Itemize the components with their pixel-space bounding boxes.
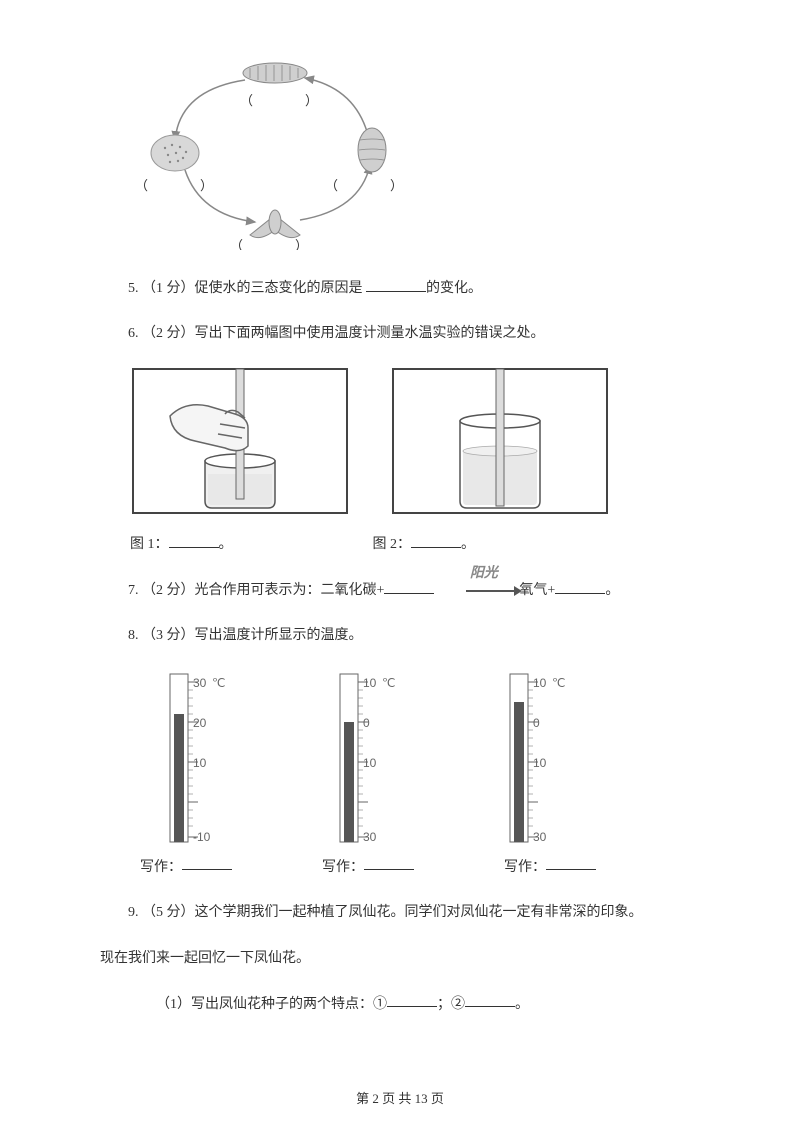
q5-blank[interactable]: [366, 275, 426, 292]
q6-fig2-period: 。: [461, 537, 475, 552]
q9-line2: 现在我们来一起回忆一下凤仙花。: [100, 951, 310, 966]
question-9-line2: 现在我们来一起回忆一下凤仙花。: [100, 946, 700, 971]
q9-sub1-blank1[interactable]: [387, 991, 437, 1008]
thermometer-1: 30℃ 20 10 -10: [140, 669, 250, 844]
footer-text: 第 2 页 共 13 页: [356, 1091, 444, 1106]
svg-text:0: 0: [363, 716, 370, 730]
q8-write-1: 写作：: [140, 854, 232, 876]
svg-text:10: 10: [533, 756, 547, 770]
svg-text:℃: ℃: [552, 676, 565, 690]
q9-sub1-blank2[interactable]: [465, 991, 515, 1008]
question-5: 5. （1 分）促使水的三态变化的原因是 的变化。: [100, 275, 700, 301]
question-7: 7. （2 分）光合作用可表示为：二氧化碳+ 阳光 氧气+。: [100, 577, 700, 603]
q5-prefix: 5. （1 分）促使水的三态变化的原因是: [128, 281, 366, 296]
q8-write-labels: 写作： 写作： 写作：: [140, 854, 700, 876]
q8-blank-1[interactable]: [182, 854, 232, 871]
q9-sub1-mid: ；②: [437, 996, 465, 1011]
q6-figure-2: [390, 366, 610, 516]
q6-figures: [130, 366, 700, 516]
q6-fig1-label-row: 图 1： 。: [130, 531, 233, 557]
q6-figure-labels: 图 1： 。 图 2： 。: [130, 531, 700, 557]
sunlight-label: 阳光: [442, 560, 510, 585]
question-9-line1: 9. （5 分）这个学期我们一起种植了凤仙花。同学们对凤仙花一定有非常深的印象。: [100, 900, 700, 925]
q5-suffix: 的变化。: [426, 281, 482, 296]
q7-mid: 氧气+: [519, 583, 555, 598]
q8-write-2: 写作：: [322, 854, 414, 876]
svg-text:（ ）: （ ）: [240, 93, 318, 108]
svg-text:20: 20: [193, 716, 207, 730]
q9-line1: 9. （5 分）这个学期我们一起种植了凤仙花。同学们对凤仙花一定有非常深的印象。: [128, 905, 643, 920]
write-label-1: 写作：: [140, 859, 182, 874]
svg-text:10: 10: [363, 756, 377, 770]
q8-blank-2[interactable]: [364, 854, 414, 871]
q6-fig2-label-row: 图 2： 。: [373, 531, 476, 557]
q6-fig2-blank[interactable]: [411, 531, 461, 548]
thermometer-2: 10℃ 0 10 30: [310, 669, 420, 844]
q7-period: 。: [605, 583, 619, 598]
q8-text: 8. （3 分）写出温度计所显示的温度。: [128, 628, 363, 643]
svg-text:℃: ℃: [212, 676, 225, 690]
svg-text:（ ）: （ ）: [230, 238, 308, 250]
svg-text:10: 10: [193, 756, 207, 770]
q6-text: 6. （2 分）写出下面两幅图中使用温度计测量水温实验的错误之处。: [128, 326, 545, 341]
svg-text:30: 30: [193, 676, 207, 690]
q6-fig1-period: 。: [219, 537, 233, 552]
svg-text:10: 10: [533, 676, 547, 690]
q8-write-3: 写作：: [504, 854, 596, 876]
q9-sub1-prefix: （1）写出凤仙花种子的两个特点：①: [156, 996, 387, 1011]
q9-sub1: （1）写出凤仙花种子的两个特点：① ；② 。: [128, 991, 700, 1017]
q7-prefix: 7. （2 分）光合作用可表示为：二氧化碳+: [128, 583, 384, 598]
thermometer-3: 10℃ 0 10 30: [480, 669, 590, 844]
q7-blank2[interactable]: [555, 577, 605, 594]
svg-text:0: 0: [533, 716, 540, 730]
q8-blank-3[interactable]: [546, 854, 596, 871]
svg-text:（ ）: （ ）: [135, 178, 213, 193]
write-label-2: 写作：: [322, 859, 364, 874]
page-footer: 第 2 页 共 13 页: [0, 1088, 800, 1107]
q6-fig2-label: 图 2：: [373, 537, 412, 552]
lifecycle-svg: （ ） （ ） （ ） （ ）: [130, 50, 420, 250]
q6-fig1-blank[interactable]: [169, 531, 219, 548]
q8-thermometers: 30℃ 20 10 -10 10℃ 0 10 30: [140, 669, 700, 844]
lifecycle-diagram: （ ） （ ） （ ） （ ）: [130, 50, 420, 250]
question-6: 6. （2 分）写出下面两幅图中使用温度计测量水温实验的错误之处。: [100, 321, 700, 346]
write-label-3: 写作：: [504, 859, 546, 874]
q6-fig1-label: 图 1：: [130, 537, 169, 552]
svg-text:℃: ℃: [382, 676, 395, 690]
q6-figure-1: [130, 366, 350, 516]
question-8: 8. （3 分）写出温度计所显示的温度。: [100, 623, 700, 648]
sunlight-arrow-icon: [466, 590, 516, 592]
q9-sub1-suffix: 。: [515, 996, 529, 1011]
svg-text:（ ）: （ ）: [325, 178, 403, 193]
q7-blank1[interactable]: [384, 577, 434, 594]
svg-text:10: 10: [363, 676, 377, 690]
